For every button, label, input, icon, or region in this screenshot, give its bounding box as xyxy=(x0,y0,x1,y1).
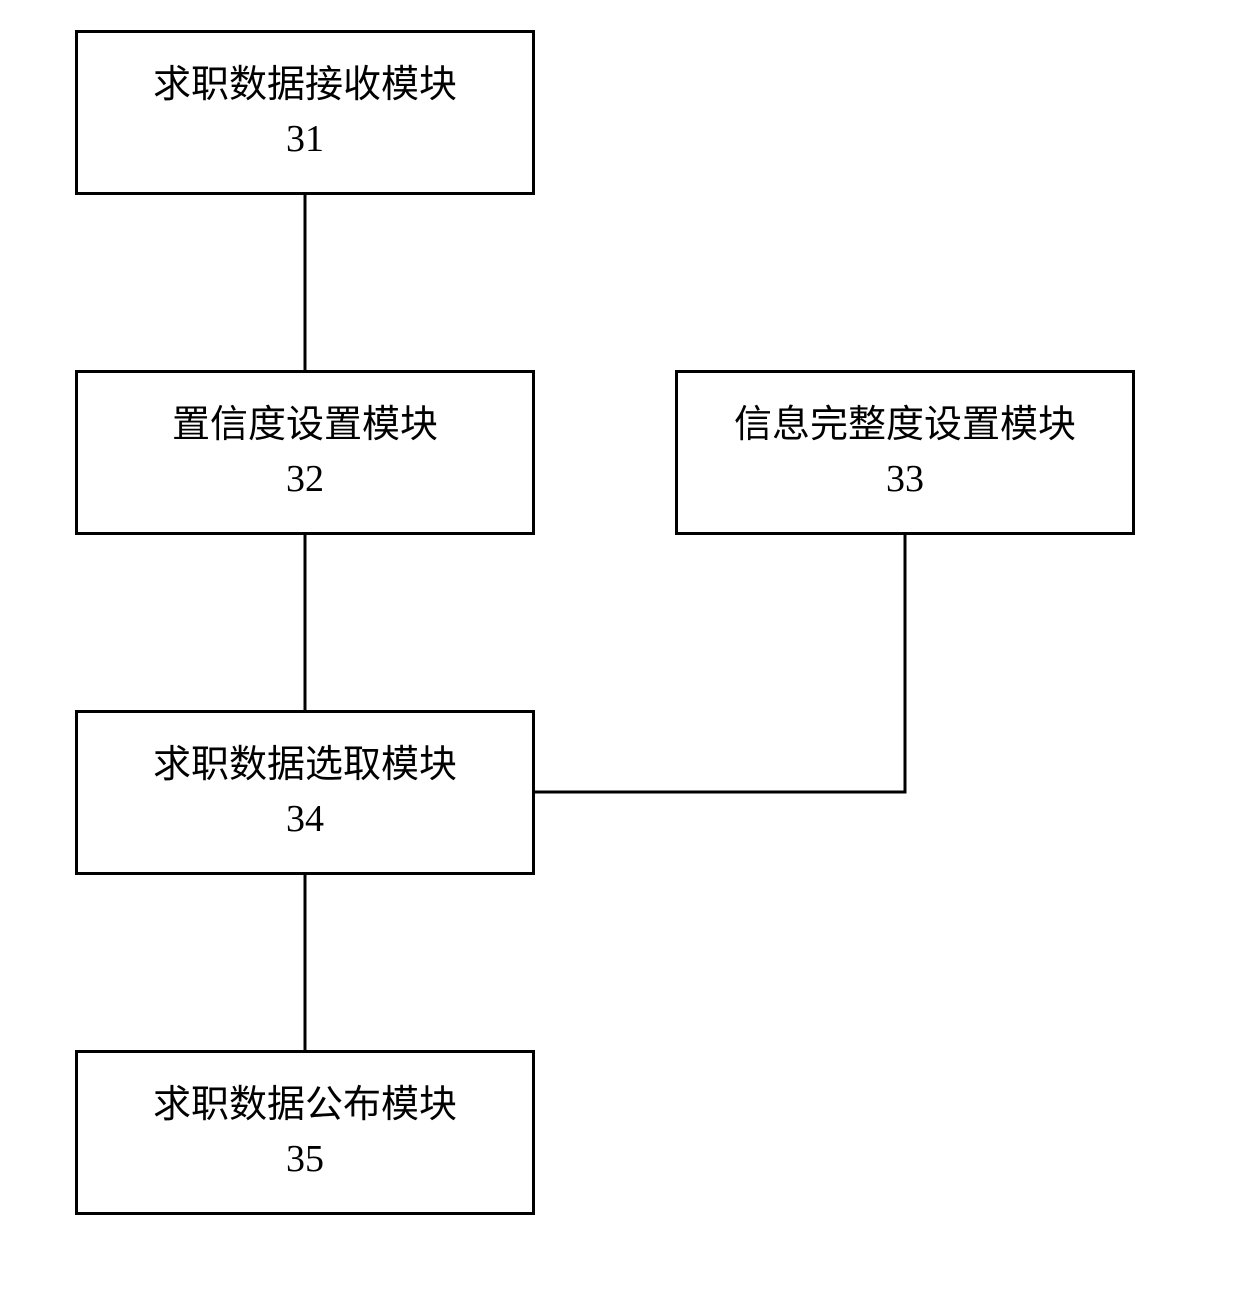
node-31-number: 31 xyxy=(286,113,324,166)
node-35-number: 35 xyxy=(286,1133,324,1186)
node-34-number: 34 xyxy=(286,793,324,846)
node-35-label: 求职数据公布模块 xyxy=(153,1079,457,1132)
node-32: 置信度设置模块 32 xyxy=(75,370,535,535)
flowchart-diagram: 求职数据接收模块 31 置信度设置模块 32 信息完整度设置模块 33 求职数据… xyxy=(0,0,1240,1296)
node-34: 求职数据选取模块 34 xyxy=(75,710,535,875)
node-34-label: 求职数据选取模块 xyxy=(153,739,457,792)
node-31-label: 求职数据接收模块 xyxy=(153,59,457,112)
node-33-label: 信息完整度设置模块 xyxy=(734,399,1076,452)
node-33: 信息完整度设置模块 33 xyxy=(675,370,1135,535)
node-33-number: 33 xyxy=(886,453,924,506)
node-31: 求职数据接收模块 31 xyxy=(75,30,535,195)
node-35: 求职数据公布模块 35 xyxy=(75,1050,535,1215)
node-32-label: 置信度设置模块 xyxy=(172,399,438,452)
node-32-number: 32 xyxy=(286,453,324,506)
